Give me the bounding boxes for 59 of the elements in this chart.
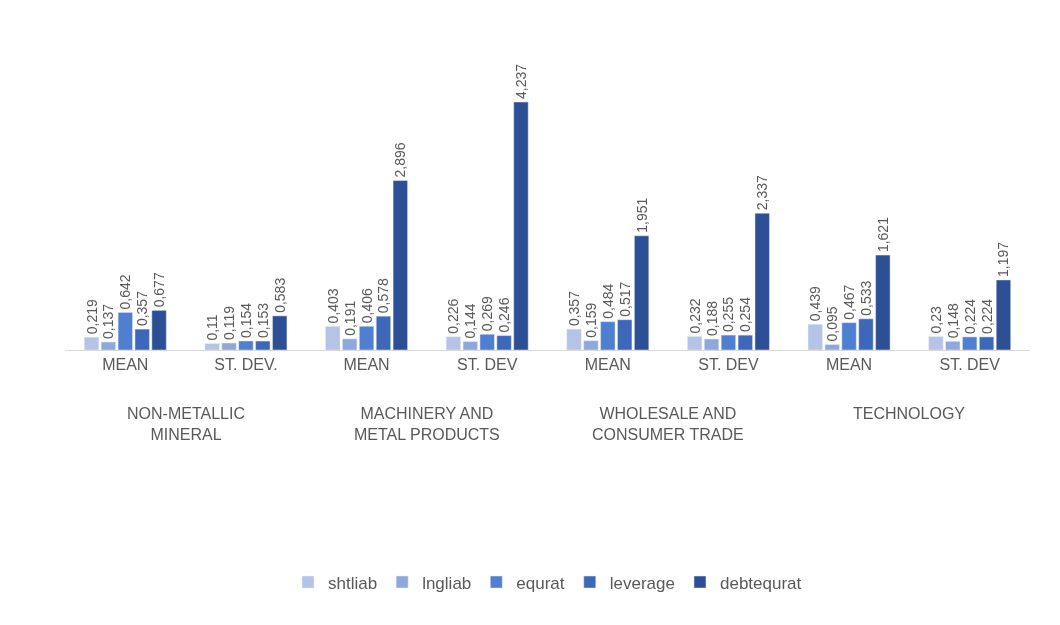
data-label: 0,403 <box>324 288 341 324</box>
text: NON-METALLIC MINERAL <box>127 405 245 443</box>
data-label: 0,137 <box>100 303 117 339</box>
text: TECHNOLOGY <box>853 405 966 422</box>
x-tick-label: MEAN <box>102 356 149 374</box>
data-label: 0,11 <box>204 314 221 341</box>
data-label: 2,337 <box>754 174 771 211</box>
data-label: 4,237 <box>512 63 529 99</box>
data-label: 0,154 <box>237 302 254 338</box>
data-label: 0,484 <box>599 283 616 319</box>
data-label: 0,642 <box>117 274 134 310</box>
x-tick-label: ST. DEV <box>939 356 1001 374</box>
data-label: 0,226 <box>445 298 462 334</box>
data-label: 0,119 <box>221 305 238 341</box>
data-label: 0,191 <box>341 300 358 336</box>
data-label: 0,677 <box>151 272 168 308</box>
data-label: 0,533 <box>857 280 874 316</box>
x-tick-label: ST. DEV <box>698 356 759 374</box>
x-tick-label: ST. DEV <box>456 356 518 374</box>
data-label: 0,23 <box>927 306 944 334</box>
data-label: 0,583 <box>271 277 288 313</box>
data-label: 2,896 <box>392 142 409 178</box>
data-label: 0,406 <box>358 287 375 324</box>
data-label: 0,219 <box>83 298 100 335</box>
legend-label: equrat <box>516 573 565 593</box>
legend-label: lngliab <box>422 573 472 593</box>
bar <box>84 336 100 350</box>
data-label: 0,439 <box>807 286 824 322</box>
data-label: 0,246 <box>496 297 513 333</box>
x-tick-label: MEAN <box>825 356 873 374</box>
data-label: 0,153 <box>254 302 271 339</box>
data-label: 0,095 <box>824 306 841 342</box>
data-label: 1,621 <box>874 216 891 253</box>
data-label: 0,357 <box>134 290 151 327</box>
text: MACHINERY AND METAL PRODUCTS <box>354 405 500 443</box>
x-tick-label: MEAN <box>584 356 631 374</box>
data-label: 0,188 <box>703 300 720 336</box>
data-label: 0,357 <box>566 290 583 327</box>
data-label: 1,951 <box>633 197 650 233</box>
data-label: 0,148 <box>944 303 961 339</box>
data-label: 0,517 <box>616 281 633 317</box>
data-label: 0,232 <box>686 298 703 334</box>
x-tick-label: MEAN <box>343 356 390 374</box>
data-label: 0,144 <box>462 303 479 339</box>
data-label: 0,467 <box>841 284 858 320</box>
data-label: 0,269 <box>479 296 496 332</box>
legend-label: shtliab <box>328 573 378 593</box>
legend-label: debtequrat <box>720 573 802 593</box>
bar <box>995 279 1011 350</box>
legend-label: leverage <box>609 573 675 593</box>
text: WHOLESALE AND CONSUMER TRADE <box>592 405 744 443</box>
data-label: 0,159 <box>582 302 599 338</box>
data-label: 0,224 <box>961 298 978 334</box>
data-label: 0,254 <box>737 296 754 333</box>
data-label: 0,255 <box>720 296 737 333</box>
data-label: 0,224 <box>978 298 995 334</box>
data-label: 1,197 <box>995 241 1012 277</box>
data-label: 0,578 <box>375 277 392 314</box>
x-tick-label: ST. DEV. <box>214 356 278 374</box>
